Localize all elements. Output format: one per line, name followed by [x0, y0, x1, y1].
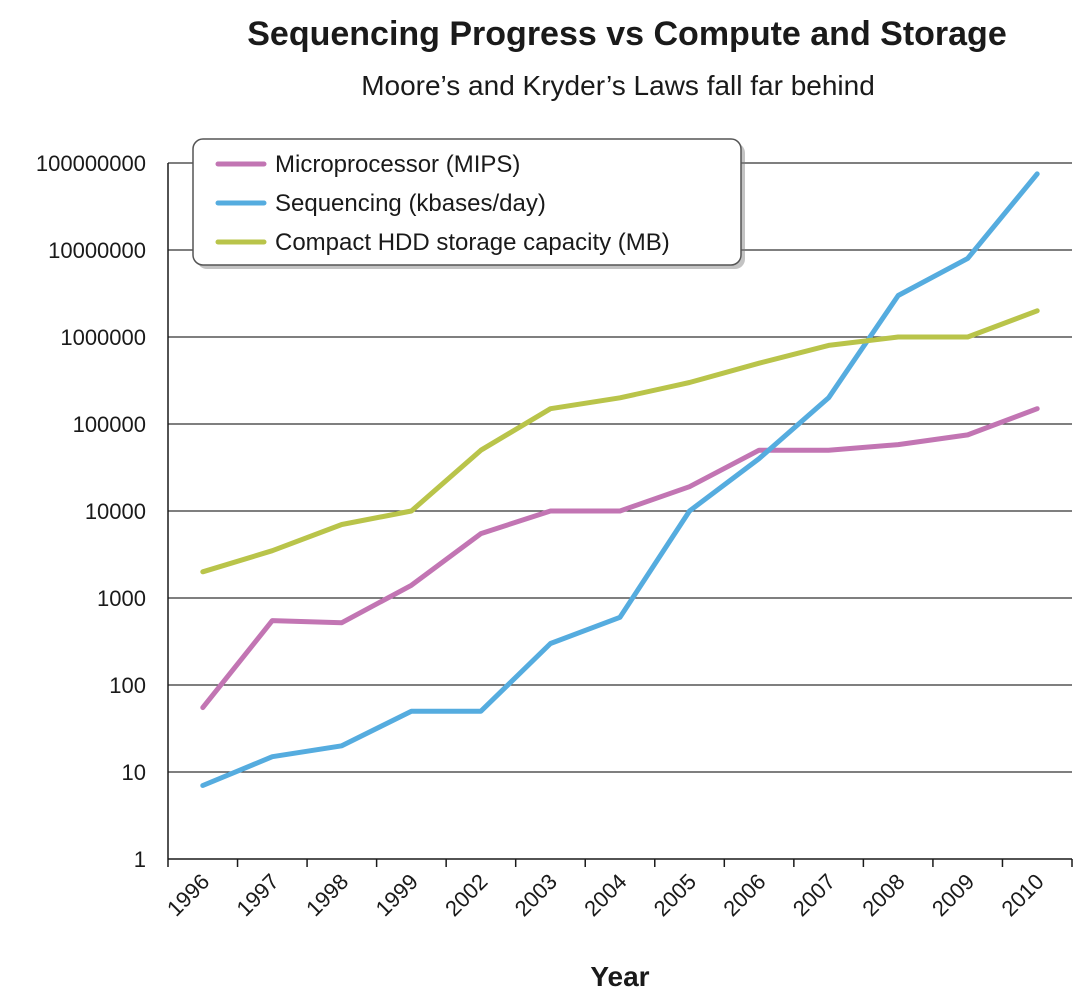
chart-title: Sequencing Progress vs Compute and Stora…: [247, 15, 1007, 53]
legend-label: Sequencing (kbases/day): [275, 190, 546, 217]
x-axis-label: Year: [590, 961, 649, 992]
x-tick-label: 2009: [927, 869, 979, 921]
series-line-0: [200, 406, 1040, 711]
y-tick-labels: 1 10 100 1000 10000 100000 1000000 10000000 1000…: [36, 151, 146, 872]
y-tick-label: 10000000: [48, 238, 146, 263]
x-tick-label: 1997: [232, 869, 284, 921]
y-tick-label: 100000000: [36, 151, 146, 176]
y-tick-label: 100000: [73, 412, 146, 437]
y-tick-label: 1000: [97, 586, 146, 611]
legend-box: [192, 138, 742, 266]
series-line-2: [200, 308, 1040, 575]
x-tick-label: 2003: [510, 869, 562, 921]
x-tick-label: 2006: [718, 869, 770, 921]
series-lines: [200, 171, 1040, 788]
x-tick-label: 2010: [996, 869, 1048, 921]
legend-label: Compact HDD storage capacity (MB): [275, 229, 670, 256]
y-tick-label: 10000: [85, 499, 146, 524]
x-tick-label: 2002: [440, 869, 492, 921]
chart-subtitle: Moore’s and Kryder’s Laws fall far behin…: [361, 70, 875, 101]
x-tick-label: 1998: [301, 869, 353, 921]
x-tick-label: 2008: [857, 869, 909, 921]
x-tick-label: 2004: [579, 869, 631, 921]
series-line-1: [200, 171, 1040, 788]
y-tick-label: 1000000: [60, 325, 146, 350]
legend-label: Microprocessor (MIPS): [275, 151, 520, 178]
y-tick-label: 10: [122, 760, 146, 785]
x-tick-label: 2007: [788, 869, 840, 921]
x-tick-label: 2005: [649, 869, 701, 921]
y-tick-label: 1: [134, 847, 146, 872]
y-tick-label: 100: [109, 673, 146, 698]
x-tick-label: 1996: [162, 869, 214, 921]
x-tick-label: 1999: [371, 869, 423, 921]
legend: Microprocessor (MIPS) Sequencing (kbases/…: [192, 138, 745, 269]
x-tick-labels: 1996 1997 1998 1999 2002 2003 2004 2005 2006 2007…: [162, 869, 1049, 921]
axes: [167, 163, 1073, 867]
